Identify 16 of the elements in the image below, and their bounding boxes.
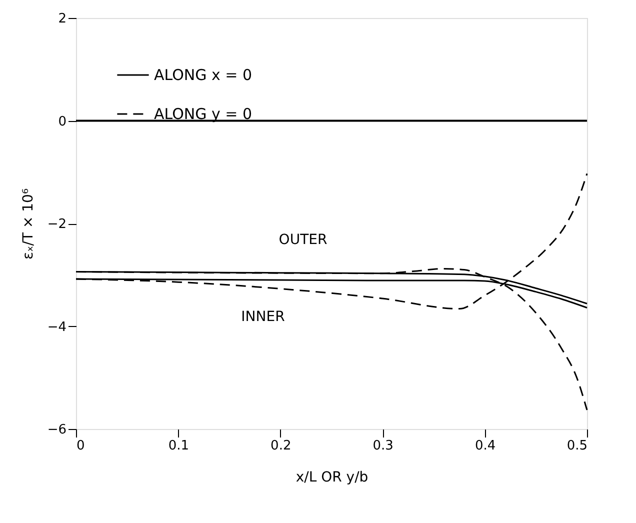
y-axis-title: εₓ/T × 10⁶ bbox=[20, 188, 36, 260]
y-tick-label: −6 bbox=[47, 422, 66, 438]
y-tick-label: 0 bbox=[58, 114, 66, 130]
annotation: OUTER bbox=[278, 232, 328, 248]
x-tick-label: 0 bbox=[76, 438, 85, 454]
legend-label: ALONG x = 0 bbox=[154, 66, 252, 84]
x-tick-label: 0.1 bbox=[168, 438, 190, 454]
annotation: INNER bbox=[241, 309, 286, 325]
x-tick-label: 0.3 bbox=[372, 438, 394, 454]
y-tick-label: −2 bbox=[47, 217, 66, 232]
x-tick-label: 0.2 bbox=[270, 438, 292, 454]
x-axis-title: x/L OR y/b bbox=[296, 470, 368, 486]
y-tick-label: −4 bbox=[47, 320, 66, 335]
y-tick-label: 2 bbox=[58, 12, 66, 26]
x-tick-label: 0.4 bbox=[474, 438, 496, 454]
x-tick-label: 0.5 bbox=[566, 438, 588, 454]
